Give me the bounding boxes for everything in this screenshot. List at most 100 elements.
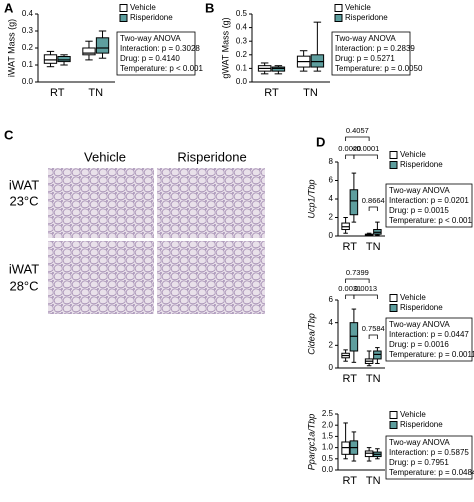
y-tick-label: 0.0 xyxy=(322,465,334,474)
panel-label: B xyxy=(205,0,214,15)
legend-swatch xyxy=(334,4,343,12)
comparison-label: 0.8664 xyxy=(362,196,385,205)
legend-swatch xyxy=(119,14,128,22)
comparison-label: 0.7399 xyxy=(346,268,369,277)
y-tick-label: 0.4 xyxy=(236,23,248,32)
legend-swatch xyxy=(119,4,128,12)
x-tick-label: RT xyxy=(343,241,358,253)
stats-text: Two-way ANOVA xyxy=(389,186,450,195)
stats-text: Temperature: p = 0.0484 xyxy=(389,468,474,477)
y-tick-label: 1.0 xyxy=(322,443,334,452)
stats-text: Drug: p = 0.5271 xyxy=(335,54,395,63)
comparison-bracket xyxy=(353,294,378,299)
y-axis-label: Ucp1/Tbp xyxy=(306,179,316,218)
row-label: iWAT xyxy=(9,177,39,192)
legend-label: Vehicle xyxy=(400,293,426,302)
box xyxy=(271,66,286,72)
histology-image xyxy=(157,241,265,314)
y-axis-label: Cidea/Tbp xyxy=(306,313,316,355)
box xyxy=(57,56,71,63)
comparison-label: 0.0031 xyxy=(338,284,361,293)
y-tick-label: 0.1 xyxy=(236,64,248,73)
y-tick-label: 0.0 xyxy=(22,77,34,86)
stats-text: Temperature: p < 0.001 xyxy=(389,216,472,225)
x-tick-label: RT xyxy=(50,87,65,99)
y-tick-label: 0 xyxy=(329,363,334,372)
y-tick-label: 0.1 xyxy=(22,60,34,69)
y-tick-label: 2 xyxy=(329,340,334,349)
y-tick-label: 6 xyxy=(329,176,334,185)
legend-label: Vehicle xyxy=(130,3,156,12)
panel-label: D xyxy=(316,134,325,149)
legend-swatch xyxy=(334,14,343,22)
stats-text: Interaction: p = 0.3028 xyxy=(120,44,200,53)
x-tick-label: TN xyxy=(366,475,381,487)
y-tick-label: 0 xyxy=(329,231,334,240)
stats-box xyxy=(385,435,473,480)
y-axis-label: Ppargc1a/Tbp xyxy=(306,414,316,471)
box xyxy=(349,189,359,216)
legend-label: Vehicle xyxy=(400,410,426,419)
comparison-label: 0.0013 xyxy=(354,284,377,293)
comparison-label: 0.7584 xyxy=(362,324,385,333)
y-tick-label: 0.2 xyxy=(22,43,34,52)
legend-swatch xyxy=(389,411,398,419)
x-tick-label: TN xyxy=(366,373,381,385)
comparison-bracket xyxy=(368,206,378,211)
legend-swatch xyxy=(389,294,398,302)
y-tick-label: 0.5 xyxy=(236,9,248,18)
legend-label: Vehicle xyxy=(400,150,426,159)
stats-text: Two-way ANOVA xyxy=(389,320,450,329)
stats-box xyxy=(385,317,473,362)
legend-label: Risperidone xyxy=(345,13,388,22)
y-tick-label: 8 xyxy=(329,157,334,166)
stats-text: Interaction: p = 0.5875 xyxy=(389,448,469,457)
x-tick-label: RT xyxy=(343,475,358,487)
x-tick-label: TN xyxy=(303,87,318,99)
stats-text: Drug: p = 0.0016 xyxy=(389,340,449,349)
histology-image xyxy=(48,168,154,238)
y-tick-label: 1.5 xyxy=(322,432,334,441)
comparison-bracket xyxy=(345,278,370,283)
legend-swatch xyxy=(389,161,398,169)
stats-text: Two-way ANOVA xyxy=(120,34,181,43)
comparison-bracket xyxy=(345,294,355,299)
y-axis-label: gWAT Mass (g) xyxy=(220,17,230,78)
y-tick-label: 2.0 xyxy=(322,420,334,429)
y-tick-label: 4 xyxy=(329,318,334,327)
y-axis-label: iWAT Mass (g) xyxy=(6,19,16,77)
y-tick-label: 0.3 xyxy=(236,36,248,45)
legend-label: Risperidone xyxy=(400,303,443,312)
x-tick-label: RT xyxy=(264,87,279,99)
stats-text: Two-way ANOVA xyxy=(389,438,450,447)
box xyxy=(310,54,325,68)
row-label: 28°C xyxy=(9,278,38,293)
stats-text: Interaction: p = 0.0447 xyxy=(389,330,469,339)
histology-image xyxy=(48,241,154,314)
y-tick-label: 2 xyxy=(329,213,334,222)
stats-text: Two-way ANOVA xyxy=(335,34,396,43)
comparison-label: 0.4057 xyxy=(346,126,369,135)
legend-swatch xyxy=(389,421,398,429)
legend-label: Risperidone xyxy=(130,13,173,22)
box xyxy=(43,54,58,64)
comparison-bracket xyxy=(353,154,378,159)
column-label: Vehicle xyxy=(84,149,126,164)
y-tick-label: 0.0 xyxy=(236,77,248,86)
y-tick-label: 4 xyxy=(329,194,334,203)
row-label: iWAT xyxy=(9,261,39,276)
histology-image xyxy=(157,168,265,238)
box xyxy=(95,37,110,54)
comparison-bracket xyxy=(345,154,355,159)
x-tick-label: TN xyxy=(88,87,103,99)
legend-label: Risperidone xyxy=(400,160,443,169)
box xyxy=(82,47,96,56)
stats-text: Drug: p = 0.7951 xyxy=(389,458,449,467)
y-tick-label: 2.5 xyxy=(322,409,334,418)
stats-text: Interaction: p = 0.0201 xyxy=(389,196,469,205)
y-tick-label: 0.5 xyxy=(322,454,334,463)
comparison-label: 0.0020 xyxy=(338,144,361,153)
stats-text: Temperature: p < 0.001 xyxy=(120,64,203,73)
stats-box xyxy=(331,31,411,76)
